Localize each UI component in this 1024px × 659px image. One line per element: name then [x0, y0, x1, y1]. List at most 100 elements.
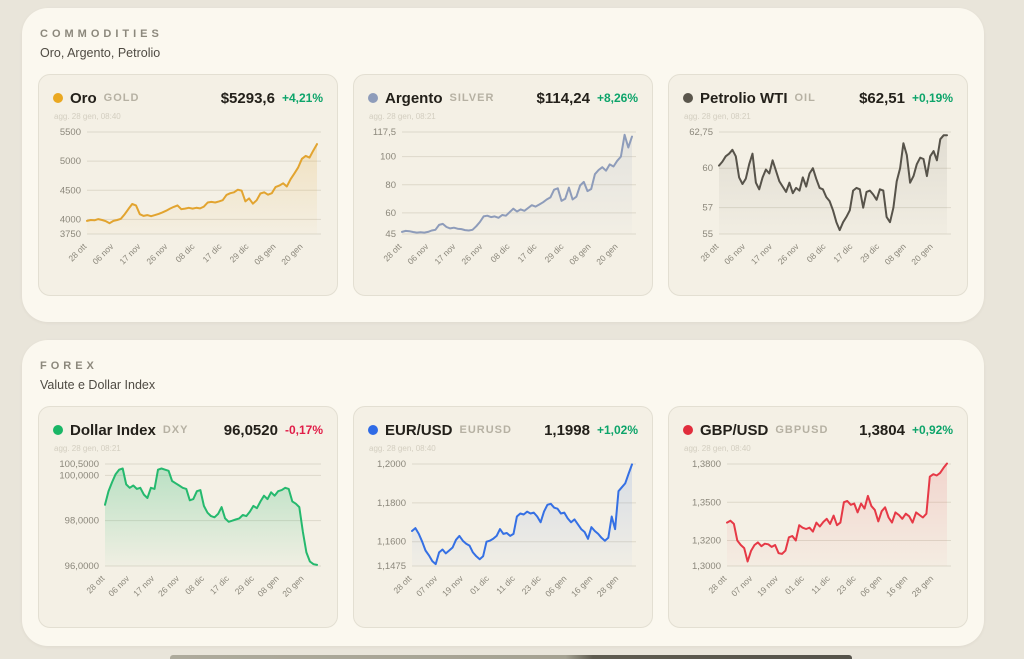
- below-fold-edge: [170, 655, 852, 659]
- svg-text:60: 60: [385, 208, 396, 219]
- section-label: FOREX: [40, 360, 98, 372]
- card-header: Petrolio WTI OIL $62,51 +0,19%: [683, 87, 953, 109]
- svg-text:06 nov: 06 nov: [405, 241, 431, 267]
- svg-text:1,3500: 1,3500: [692, 497, 721, 508]
- instrument-name: GBP/USD: [700, 421, 769, 439]
- svg-text:17 nov: 17 nov: [749, 241, 775, 267]
- instrument-dot-icon: [53, 425, 63, 435]
- svg-text:29 dic: 29 dic: [858, 241, 882, 265]
- instrument-dot-icon: [368, 425, 378, 435]
- instrument-price: $62,51: [859, 89, 905, 107]
- forex-panel: FOREX Valute e Dollar Index Dollar Index…: [22, 340, 984, 646]
- svg-text:28 ott: 28 ott: [84, 573, 107, 596]
- card-eurusd[interactable]: EUR/USD EURUSD 1,1998 +1,02% agg. 28 gen…: [353, 406, 653, 628]
- svg-text:19 nov: 19 nov: [755, 573, 781, 599]
- svg-text:20 gen: 20 gen: [594, 241, 620, 267]
- svg-text:16 gen: 16 gen: [884, 573, 910, 599]
- svg-text:06 gen: 06 gen: [858, 573, 884, 599]
- cards-row: Oro GOLD $5293,6 +4,21% agg. 28 gen, 08:…: [38, 74, 968, 296]
- svg-text:5500: 5500: [60, 127, 81, 138]
- svg-text:1,3200: 1,3200: [692, 536, 721, 547]
- card-gbpusd[interactable]: GBP/USD GBPUSD 1,3804 +0,92% agg. 28 gen…: [668, 406, 968, 628]
- svg-text:11 dic: 11 dic: [809, 573, 832, 596]
- card-dollar-index[interactable]: Dollar Index DXY 96,0520 -0,17% agg. 28 …: [38, 406, 338, 628]
- svg-text:100: 100: [380, 152, 396, 163]
- last-updated: agg. 28 gen, 08:40: [54, 112, 121, 121]
- svg-text:55: 55: [702, 229, 713, 240]
- instrument-name: Petrolio WTI: [700, 89, 788, 107]
- instrument-change: +1,02%: [596, 423, 638, 437]
- svg-text:08 gen: 08 gen: [255, 573, 281, 599]
- svg-text:3750: 3750: [60, 229, 81, 240]
- svg-text:06 gen: 06 gen: [543, 573, 569, 599]
- svg-text:28 ott: 28 ott: [66, 241, 89, 264]
- svg-text:28 ott: 28 ott: [381, 241, 404, 264]
- svg-text:11 dic: 11 dic: [494, 573, 517, 596]
- svg-text:17 dic: 17 dic: [208, 573, 232, 597]
- svg-text:08 gen: 08 gen: [567, 241, 593, 267]
- svg-text:4500: 4500: [60, 185, 81, 196]
- instrument-change: +0,19%: [911, 91, 953, 105]
- instrument-price: $114,24: [536, 89, 590, 107]
- svg-text:117,5: 117,5: [373, 127, 396, 138]
- svg-text:4000: 4000: [60, 214, 81, 225]
- card-petrolio[interactable]: Petrolio WTI OIL $62,51 +0,19% agg. 28 g…: [668, 74, 968, 296]
- svg-text:17 dic: 17 dic: [200, 241, 224, 265]
- last-updated: agg. 28 gen, 08:21: [54, 444, 121, 453]
- svg-text:1,2000: 1,2000: [377, 459, 406, 470]
- svg-text:07 nov: 07 nov: [414, 573, 440, 599]
- card-oro[interactable]: Oro GOLD $5293,6 +4,21% agg. 28 gen, 08:…: [38, 74, 338, 296]
- svg-text:08 gen: 08 gen: [252, 241, 278, 267]
- svg-text:20 gen: 20 gen: [909, 241, 935, 267]
- svg-text:62,75: 62,75: [689, 127, 713, 138]
- instrument-name: EUR/USD: [385, 421, 453, 439]
- card-header: Argento SILVER $114,24 +8,26%: [368, 87, 638, 109]
- svg-text:26 nov: 26 nov: [459, 241, 485, 267]
- commodities-panel: COMMODITIES Oro, Argento, Petrolio Oro G…: [22, 8, 984, 322]
- svg-text:23 dic: 23 dic: [520, 573, 544, 597]
- svg-text:96,0000: 96,0000: [65, 561, 99, 572]
- card-header: GBP/USD GBPUSD 1,3804 +0,92%: [683, 419, 953, 441]
- svg-text:57: 57: [702, 203, 713, 214]
- svg-text:60: 60: [702, 163, 713, 174]
- svg-text:28 ott: 28 ott: [391, 573, 414, 596]
- section-subtitle: Oro, Argento, Petrolio: [40, 46, 161, 60]
- svg-text:06 nov: 06 nov: [106, 573, 132, 599]
- svg-text:26 nov: 26 nov: [156, 573, 182, 599]
- instrument-price: $5293,6: [220, 89, 275, 107]
- svg-text:26 nov: 26 nov: [776, 241, 802, 267]
- svg-text:19 nov: 19 nov: [440, 573, 466, 599]
- instrument-symbol: OIL: [794, 92, 816, 104]
- svg-text:28 gen: 28 gen: [910, 573, 936, 599]
- svg-text:80: 80: [385, 180, 396, 191]
- instrument-dot-icon: [53, 93, 63, 103]
- svg-text:01 dic: 01 dic: [783, 573, 807, 597]
- svg-text:17 nov: 17 nov: [432, 241, 458, 267]
- instrument-name: Oro: [70, 89, 97, 107]
- card-header: EUR/USD EURUSD 1,1998 +1,02%: [368, 419, 638, 441]
- instrument-price: 96,0520: [223, 421, 278, 439]
- svg-text:28 ott: 28 ott: [698, 241, 721, 264]
- instrument-symbol: GOLD: [103, 92, 140, 104]
- last-updated: agg. 28 gen, 08:21: [369, 112, 436, 121]
- svg-text:100,0000: 100,0000: [59, 470, 99, 481]
- svg-text:17 dic: 17 dic: [515, 241, 539, 265]
- svg-text:20 gen: 20 gen: [280, 573, 306, 599]
- svg-text:28 gen: 28 gen: [595, 573, 621, 599]
- section-label: COMMODITIES: [40, 28, 163, 40]
- instrument-symbol: SILVER: [449, 92, 495, 104]
- svg-text:17 dic: 17 dic: [831, 241, 855, 265]
- card-header: Dollar Index DXY 96,0520 -0,17%: [53, 419, 323, 441]
- svg-text:01 dic: 01 dic: [468, 573, 492, 597]
- instrument-name: Dollar Index: [70, 421, 156, 439]
- instrument-change: +0,92%: [911, 423, 953, 437]
- svg-text:08 dic: 08 dic: [183, 573, 207, 597]
- card-argento[interactable]: Argento SILVER $114,24 +8,26% agg. 28 ge…: [353, 74, 653, 296]
- instrument-name: Argento: [385, 89, 443, 107]
- card-header: Oro GOLD $5293,6 +4,21%: [53, 87, 323, 109]
